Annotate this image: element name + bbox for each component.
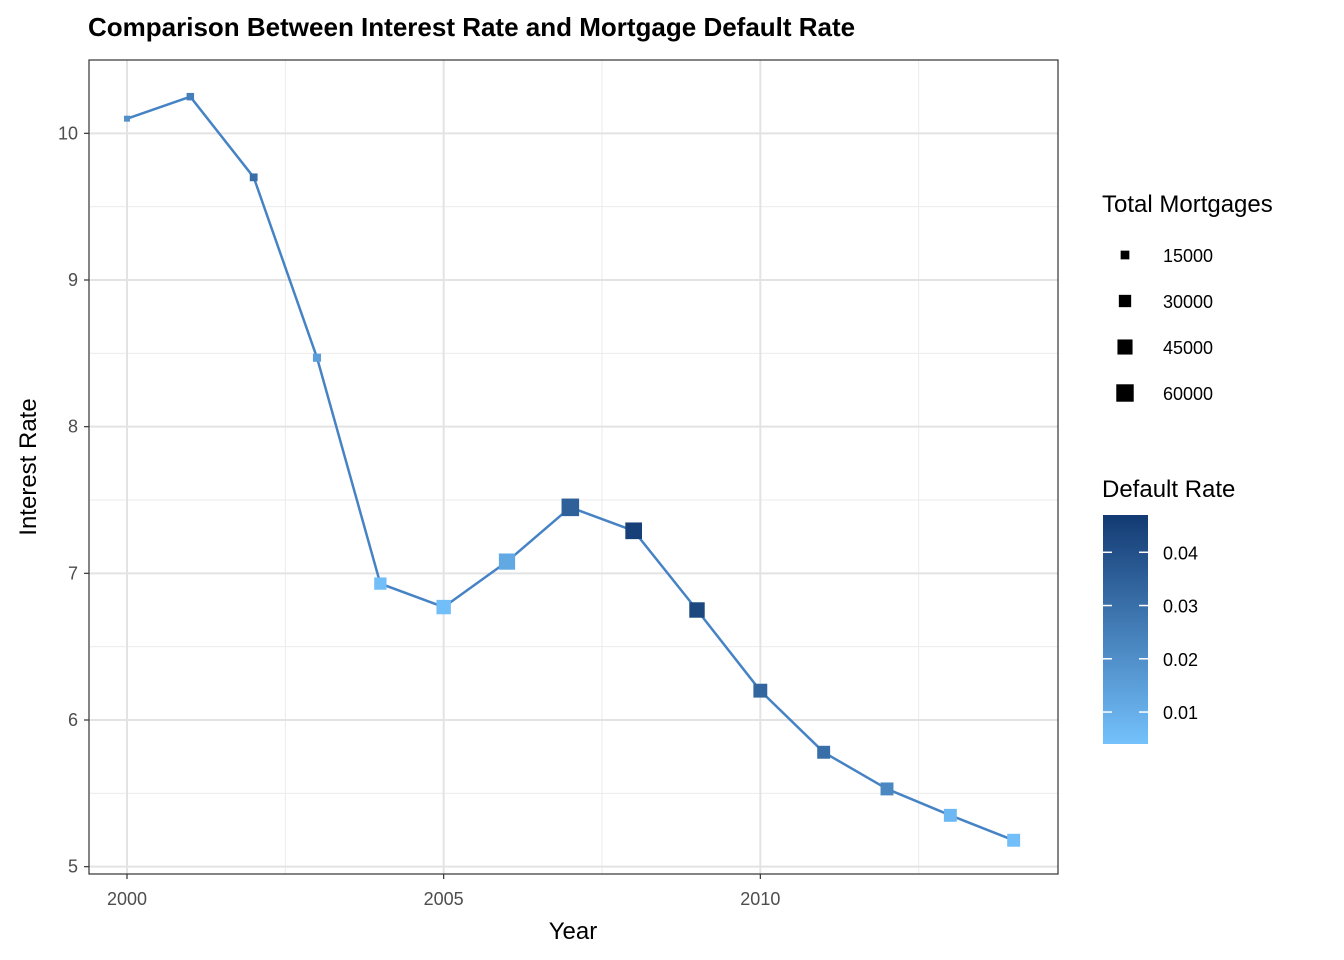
y-axis-ticks: 5 6 7 8 9 10 (58, 123, 89, 877)
legend-size-key (1120, 250, 1130, 260)
colorbar-tick-label: 0.02 (1163, 650, 1198, 670)
data-point (312, 353, 322, 362)
y-axis-title: Interest Rate (15, 398, 42, 535)
colorbar (1103, 515, 1148, 744)
y-tick-label: 5 (68, 857, 78, 877)
data-point (374, 577, 387, 590)
data-point (817, 745, 831, 759)
y-tick-label: 7 (68, 563, 78, 583)
data-point (561, 498, 580, 517)
grid-major (89, 60, 1058, 874)
legend-size-label: 60000 (1163, 384, 1213, 404)
data-point (124, 115, 130, 122)
data-point (249, 173, 258, 182)
legend-color: Default Rate 0.01 0.02 0.03 0.04 (1102, 476, 1235, 744)
data-point (498, 553, 516, 570)
y-tick-label: 9 (68, 270, 78, 290)
data-point (753, 683, 768, 698)
legend-size-title: Total Mortgages (1102, 191, 1273, 218)
legend-size-items: 15000 30000 45000 60000 (1116, 246, 1213, 404)
legend-size-key (1116, 384, 1134, 402)
colorbar-tick-label: 0.03 (1163, 597, 1198, 617)
data-point (689, 602, 705, 618)
colorbar-tick-label: 0.04 (1163, 543, 1198, 563)
x-axis-title: Year (549, 918, 598, 945)
y-tick-label: 10 (58, 123, 78, 143)
x-tick-label: 2010 (740, 889, 780, 909)
points-group (124, 92, 1021, 847)
legend-size-label: 45000 (1163, 338, 1213, 358)
chart-title: Comparison Between Interest Rate and Mor… (88, 12, 855, 42)
legend-size-label: 30000 (1163, 292, 1213, 312)
data-point (436, 599, 451, 615)
data-point (625, 522, 643, 540)
data-point (943, 808, 957, 822)
y-tick-label: 8 (68, 417, 78, 437)
legend-size-label: 15000 (1163, 246, 1213, 266)
x-axis-ticks: 2000 2005 2010 (107, 874, 780, 909)
legend-size: Total Mortgages 15000 30000 45000 60000 (1102, 191, 1273, 404)
colorbar-ticks: 0.01 0.02 0.03 0.04 (1103, 543, 1198, 723)
legend-size-key (1117, 339, 1133, 355)
legend-color-title: Default Rate (1102, 476, 1235, 503)
legend-size-key (1118, 294, 1132, 308)
plot-border (88, 59, 1059, 875)
data-point (186, 92, 195, 101)
data-point (1007, 833, 1021, 847)
x-tick-label: 2005 (424, 889, 464, 909)
plot-background (89, 60, 1058, 874)
x-tick-label: 2000 (107, 889, 147, 909)
data-point (880, 782, 894, 796)
y-tick-label: 6 (68, 710, 78, 730)
colorbar-tick-label: 0.01 (1163, 703, 1198, 723)
